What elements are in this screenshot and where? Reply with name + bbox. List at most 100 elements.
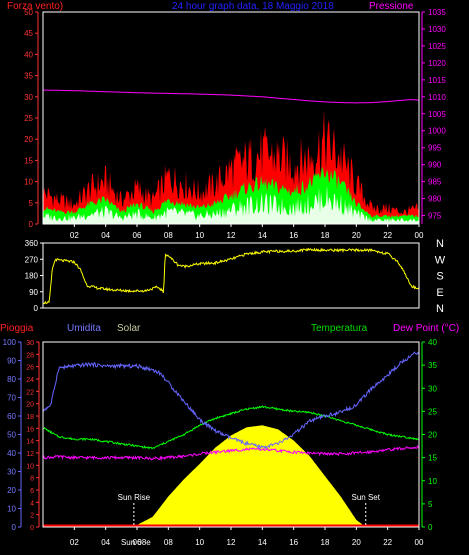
pressure-y-tick-label: 1020	[428, 59, 446, 68]
wind-y-tick-label: 50	[24, 8, 33, 17]
thermo-x-tick-label: 08	[164, 538, 173, 547]
direction-y-tick-label: 0	[34, 304, 39, 313]
wind-y-tick-label: 20	[24, 135, 33, 144]
wind-x-tick-label: 04	[101, 231, 110, 240]
humidity-y-tick-label: 20	[7, 486, 16, 495]
rain-y-tick-label: 4	[30, 500, 34, 507]
wind-y-tick-label: 30	[24, 93, 33, 102]
temperature-y-tick-label: 5	[428, 500, 433, 509]
wind-x-tick-label: 10	[195, 231, 204, 240]
wind-x-tick-label: 14	[258, 231, 267, 240]
wind-x-tick-label: 12	[227, 231, 236, 240]
wind-x-tick-label: 02	[70, 231, 79, 240]
thermo-x-tick-label: 18	[321, 538, 330, 547]
humidity-axis-title: Umidita	[67, 323, 101, 334]
thermo-x-tick-label: 20	[352, 538, 361, 547]
wind-direction-line	[42, 247, 420, 305]
solar-radiation-area	[130, 425, 366, 527]
rain-y-tick-label: 6	[30, 488, 34, 495]
wind-y-tick-label: 5	[29, 199, 34, 208]
wind-x-tick-label: 22	[383, 231, 392, 240]
rain-y-tick-label: 12	[26, 451, 34, 458]
rain-y-tick-label: 14	[26, 439, 34, 446]
thermo-x-tick-label: 04	[101, 538, 110, 547]
direction-chart-frame	[42, 242, 420, 309]
pressure-y-tick-label: 995	[428, 144, 442, 153]
wind-x-tick-label: 00	[415, 231, 424, 240]
wind-x-tick-label: 16	[289, 231, 298, 240]
rain-y-tick-label: 18	[26, 414, 34, 421]
rain-y-tick-label: 0	[30, 525, 34, 532]
temperature-y-tick-label: 0	[428, 523, 433, 532]
wind-x-tick-label: 18	[321, 231, 330, 240]
wind-pressure-chart: 0510152025303540455097598098599099510001…	[24, 8, 446, 240]
rain-y-tick-label: 10	[26, 463, 34, 470]
thermo-x-tick-label: 02	[70, 538, 79, 547]
temperature-y-tick-label: 25	[428, 407, 437, 416]
thermo-x-tick-label: 16	[289, 538, 298, 547]
sun-rise-axis-label: Sun 08e	[121, 538, 151, 547]
dew-point-line	[42, 444, 420, 462]
wind-x-tick-label: 06	[133, 231, 142, 240]
compass-label: S	[436, 271, 443, 283]
rain-y-tick-label: 20	[26, 402, 34, 409]
wind-y-tick-label: 10	[24, 178, 33, 187]
direction-y-tick-label: 180	[25, 272, 39, 281]
solar-axis-title: Solar	[117, 323, 141, 334]
wind-x-tick-label: 20	[352, 231, 361, 240]
pressure-y-tick-label: 990	[428, 161, 442, 170]
temperature-y-tick-label: 15	[428, 454, 437, 463]
thermo-x-tick-label: 12	[227, 538, 236, 547]
temperature-y-tick-label: 35	[428, 361, 437, 370]
sun-rise-label: Sun Rise	[118, 493, 151, 502]
pressure-line	[43, 89, 420, 104]
temperature-humidity-chart: 0102030405060708090100024681012141618202…	[3, 338, 438, 547]
sun-set-label: Sun Set	[351, 493, 380, 502]
humidity-y-tick-label: 90	[7, 357, 16, 366]
temperature-y-tick-label: 10	[428, 477, 437, 486]
pressure-y-tick-label: 985	[428, 178, 442, 187]
humidity-y-tick-label: 30	[7, 468, 16, 477]
rain-y-tick-label: 26	[26, 365, 34, 372]
humidity-y-tick-label: 80	[7, 375, 16, 384]
wind-y-tick-label: 15	[24, 156, 33, 165]
wind-y-tick-label: 25	[24, 114, 33, 123]
rain-axis-title: Pioggia	[0, 323, 34, 334]
rain-y-tick-label: 22	[26, 389, 34, 396]
wind-y-tick-label: 45	[24, 29, 33, 38]
pressure-y-tick-label: 975	[428, 212, 442, 221]
direction-y-tick-label: 360	[25, 239, 39, 248]
pressure-y-tick-label: 980	[428, 195, 442, 204]
wind-y-tick-label: 35	[24, 72, 33, 81]
wind-y-tick-label: 0	[29, 220, 34, 229]
humidity-y-tick-label: 100	[3, 338, 17, 347]
direction-y-tick-label: 270	[25, 255, 39, 264]
compass-label: W	[435, 254, 446, 266]
pressure-axis-title: Pressione	[369, 1, 414, 12]
rain-y-tick-label: 8	[30, 476, 34, 483]
pressure-y-tick-label: 1015	[428, 76, 446, 85]
rain-y-tick-label: 24	[26, 377, 34, 384]
rain-y-tick-label: 2	[30, 513, 34, 520]
wind-y-tick-label: 40	[24, 50, 33, 59]
rain-y-tick-label: 16	[26, 426, 34, 433]
humidity-line	[42, 351, 420, 450]
temperature-y-tick-label: 20	[428, 431, 437, 440]
thermo-x-tick-label: 06	[133, 538, 142, 547]
compass-label: E	[436, 287, 443, 299]
pressure-y-tick-label: 1010	[428, 93, 446, 102]
pressure-y-tick-label: 1025	[428, 42, 446, 51]
wind-base-area	[43, 185, 419, 224]
header-labels: Forza vento) 24 hour graph data, 18 Magg…	[0, 1, 459, 334]
humidity-y-tick-label: 50	[7, 431, 16, 440]
thermo-x-tick-label: 10	[195, 538, 204, 547]
pressure-y-tick-label: 1035	[428, 8, 446, 17]
temperature-line	[42, 405, 420, 450]
pressure-y-tick-label: 1030	[428, 25, 446, 34]
temperature-axis-title: Temperatura	[311, 323, 368, 334]
chart-title: 24 hour graph data, 18 Maggio 2018	[172, 1, 334, 12]
thermo-x-tick-label: 22	[383, 538, 392, 547]
humidity-y-tick-label: 10	[7, 505, 16, 514]
